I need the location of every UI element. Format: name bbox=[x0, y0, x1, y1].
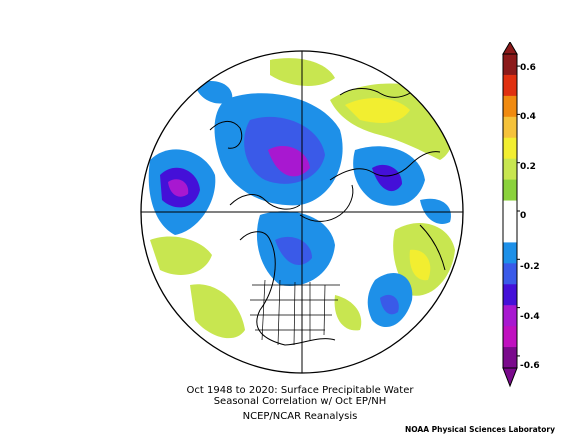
colorbar-segment bbox=[503, 137, 517, 160]
colorbar-label-4: -0.2 bbox=[520, 262, 540, 272]
colorbar-segment bbox=[503, 200, 517, 222]
colorbar-segment bbox=[503, 263, 517, 285]
coastlines bbox=[209, 87, 446, 346]
colorbar-segment bbox=[503, 242, 517, 264]
colorbar-label-5: -0.4 bbox=[520, 312, 540, 322]
positive-region-pacific-south bbox=[334, 295, 362, 331]
colorbar-segment bbox=[503, 326, 517, 348]
colorbar-segment bbox=[503, 221, 517, 243]
negative-region-north-america-core bbox=[275, 236, 312, 265]
colorbar-arrow-bottom bbox=[502, 367, 518, 388]
positive-region-atlantic bbox=[150, 236, 212, 275]
colorbar-segment bbox=[503, 347, 517, 369]
credit-text: NOAA Physical Sciences Laboratory bbox=[404, 425, 555, 434]
map-title-line2: Seasonal Correlation w/ Oct EP/NH bbox=[213, 396, 387, 407]
negative-region-atlantic-max bbox=[168, 179, 189, 197]
colorbar-label-0: 0.6 bbox=[520, 63, 536, 73]
positive-region-pacific-core bbox=[409, 249, 431, 281]
colorbar bbox=[502, 42, 520, 388]
state-boundaries bbox=[250, 279, 340, 346]
colorbar-segment bbox=[503, 158, 517, 181]
colorbar-arrow-top bbox=[502, 42, 518, 55]
colorbar-label-2: 0.2 bbox=[520, 162, 536, 172]
colorbar-segment bbox=[503, 179, 517, 202]
negative-region-north bbox=[195, 80, 233, 104]
colorbar-segment bbox=[503, 116, 517, 139]
colorbar-segment bbox=[503, 54, 517, 76]
map-title-line3: NCEP/NCAR Reanalysis bbox=[242, 411, 358, 422]
colorbar-segment bbox=[503, 284, 517, 306]
map-title-line1: Oct 1948 to 2020: Surface Precipitable W… bbox=[186, 385, 414, 396]
map-border bbox=[140, 50, 464, 374]
negative-region-arctic-max bbox=[268, 146, 310, 177]
colorbar-label-3: 0 bbox=[520, 211, 527, 221]
negative-region-pacific-core bbox=[380, 294, 399, 315]
positive-region-southwest bbox=[190, 284, 245, 339]
colorbar-segment bbox=[503, 74, 517, 97]
positive-region-asia-core bbox=[345, 98, 410, 123]
colorbar-label-6: -0.6 bbox=[520, 361, 540, 371]
colorbar-label-1: 0.4 bbox=[520, 112, 536, 122]
colorbar-segment bbox=[503, 95, 517, 118]
colorbar-segment bbox=[503, 305, 517, 327]
negative-region-asia-core bbox=[372, 164, 402, 192]
negative-region-east bbox=[420, 198, 451, 224]
